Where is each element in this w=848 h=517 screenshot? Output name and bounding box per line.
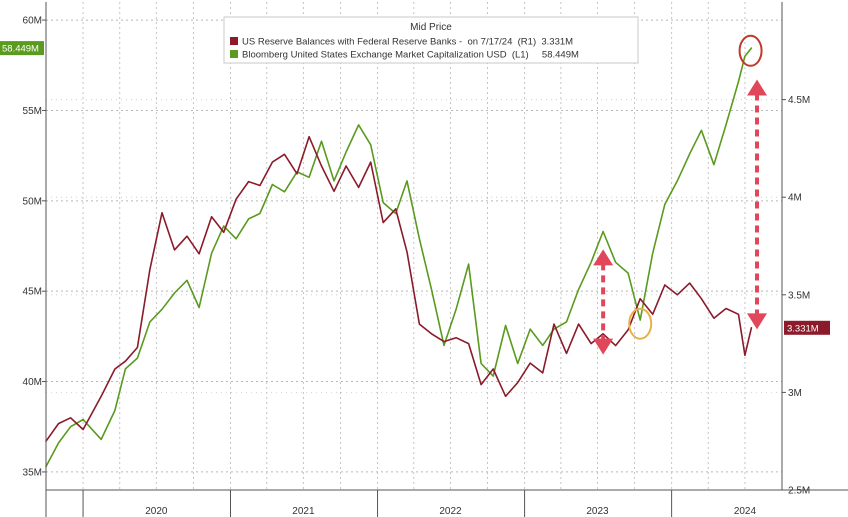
- left-axis-tick-label: 45M: [23, 287, 42, 298]
- right-axis-tick-label: 4M: [788, 193, 802, 204]
- right-last-value-label: 3.331M: [787, 323, 819, 334]
- x-axis-tick-label: 2020: [145, 506, 168, 517]
- left-axis-tick-label: 40M: [23, 377, 42, 388]
- right-axis-tick-label: 2.5M: [788, 486, 810, 497]
- legend-entry-reserve: US Reserve Balances with Federal Reserve…: [242, 37, 573, 48]
- grid: [46, 2, 782, 491]
- annotation-arrow-head-up: [593, 249, 614, 266]
- right-axis-tick-label: 3M: [788, 388, 802, 399]
- x-axis-tick-label: 2021: [292, 506, 315, 517]
- annotation-ellipse: [628, 307, 653, 340]
- annotation-arrow-head-up: [747, 79, 768, 96]
- series-line-market-cap: [45, 47, 753, 468]
- left-axis-tick-label: 50M: [23, 196, 42, 207]
- legend-entry-market-cap: Bloomberg United States Exchange Market …: [242, 50, 579, 61]
- annotation-arrow-head-down: [747, 313, 768, 330]
- left-axis-tick-label: 35M: [23, 467, 42, 478]
- x-axis-tick-label: 2024: [734, 506, 757, 517]
- legend-title: Mid Price: [410, 22, 452, 33]
- series-layer: [45, 47, 753, 468]
- left-last-value-label: 58.449M: [2, 44, 39, 55]
- right-last-value-badge: [784, 320, 830, 335]
- legend: Mid Price US Reserve Balances with Feder…: [223, 16, 639, 64]
- annotation-ellipse: [738, 34, 763, 67]
- left-axis-tick-label: 55M: [23, 106, 42, 117]
- x-axis-tick-label: 2023: [586, 506, 609, 517]
- legend-box: [223, 16, 639, 64]
- annotation-arrow-head-down: [593, 338, 614, 355]
- left-last-value-badge: [0, 41, 44, 56]
- legend-swatch-market-cap: [230, 50, 238, 58]
- legend-swatch-reserve: [230, 37, 238, 45]
- x-axis-tick-label: 2022: [439, 506, 462, 517]
- annotation-layer: [593, 34, 768, 355]
- right-axis-tick-label: 3.5M: [788, 290, 810, 301]
- series-line-reserve-balances: [45, 135, 753, 443]
- right-axis-tick-label: 4.5M: [788, 95, 810, 106]
- left-axis-tick-label: 60M: [23, 16, 42, 27]
